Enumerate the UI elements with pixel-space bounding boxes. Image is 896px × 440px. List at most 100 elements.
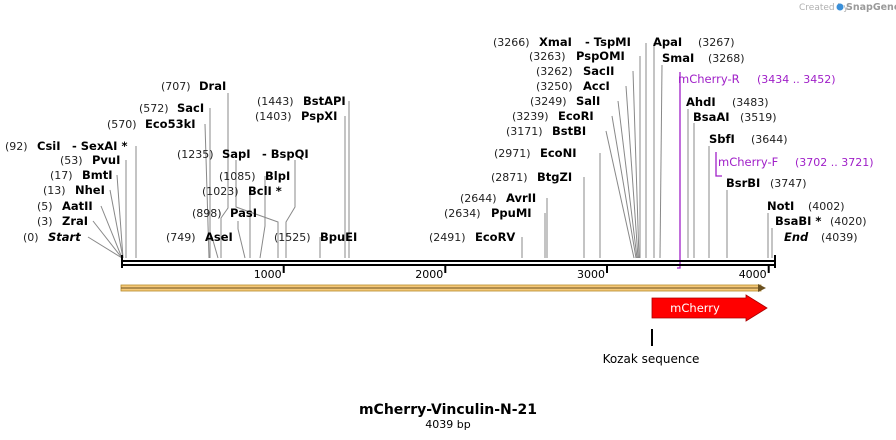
site-pos: (3249)	[530, 95, 567, 108]
site-pos: (2634)	[444, 207, 481, 220]
site-pos: (4020)	[830, 215, 867, 228]
site-ahdi[interactable]: AhdI	[686, 95, 716, 109]
primer-mcherry-r[interactable]: mCherry-R (3434 .. 3452)	[677, 72, 836, 269]
site-pos: (3483)	[732, 96, 769, 109]
axis-tick-mark	[606, 266, 608, 273]
site-pos: (3267)	[698, 36, 735, 49]
site-end[interactable]: End	[784, 230, 809, 244]
snapgene-logo-icon	[836, 3, 844, 11]
site-acci[interactable]: AccI	[583, 79, 610, 93]
site-sbfi[interactable]: SbfI	[709, 132, 735, 146]
site-pos: (3171)	[506, 125, 543, 138]
site-pos: (570)	[107, 118, 137, 131]
backbone-arrow-icon	[758, 284, 766, 292]
axis-tick-mark	[444, 266, 447, 273]
site-sacii[interactable]: SacII	[583, 64, 614, 78]
site-asei[interactable]: AseI	[205, 230, 233, 244]
mcherry-label: mCherry	[670, 301, 720, 315]
site-eco53ki[interactable]: Eco53kI	[145, 117, 196, 131]
site-btgzi[interactable]: BtgZI	[537, 170, 572, 184]
site-tspmi[interactable]: - TspMI	[585, 35, 631, 49]
axis-tick-label: 3000	[577, 268, 605, 281]
site-ecorv[interactable]: EcoRV	[475, 230, 515, 244]
credit-prefix: Created by	[799, 3, 849, 13]
axis-tick-mark	[282, 266, 285, 273]
site-bpuei[interactable]: BpuEI	[320, 230, 357, 244]
site-pasi[interactable]: PasI	[230, 206, 257, 220]
site-pos: (4039)	[821, 231, 858, 244]
site-pos: (3263)	[529, 50, 566, 63]
kozak-label: Kozak sequence	[603, 352, 700, 366]
site-ecori[interactable]: EcoRI	[558, 109, 594, 123]
site-pos: (3266)	[493, 36, 530, 49]
kozak-marker	[651, 329, 653, 346]
site-pos: (92)	[5, 140, 28, 153]
site-labels-mid-left: (570) Eco53kI (572) SacI (707) DraI (749…	[107, 79, 357, 244]
site-pos: (1443)	[257, 95, 294, 108]
site-ppumi[interactable]: PpuMI	[491, 206, 532, 220]
site-pos: (707)	[161, 80, 191, 93]
site-pspomi[interactable]: PspOMI	[576, 49, 625, 63]
site-pspxi[interactable]: PspXI	[301, 109, 337, 123]
primer-r-name: mCherry-R	[678, 72, 740, 86]
site-sapi[interactable]: SapI	[222, 147, 251, 161]
feature-mcherry[interactable]: mCherry	[651, 294, 768, 322]
site-pos: (0)	[23, 231, 39, 244]
site-saci[interactable]: SacI	[177, 101, 204, 115]
site-bsaai[interactable]: BsaAI	[693, 110, 730, 124]
primer-r-bracket	[677, 72, 681, 269]
site-pos: (3)	[37, 215, 53, 228]
axis-end-cap	[774, 255, 776, 268]
site-blpi[interactable]: BlpI	[265, 169, 290, 183]
site-leaders	[87, 43, 773, 259]
site-pos: (898)	[192, 207, 222, 220]
site-bmti[interactable]: BmtI	[82, 168, 113, 182]
site-pos: (3262)	[536, 65, 573, 78]
site-noti[interactable]: NotI	[767, 199, 794, 213]
site-econi[interactable]: EcoNI	[540, 146, 576, 160]
site-pos: (53)	[60, 154, 83, 167]
site-pos: (3519)	[740, 111, 777, 124]
site-aatii[interactable]: AatII	[62, 199, 93, 213]
site-drai[interactable]: DraI	[199, 79, 226, 93]
site-sali[interactable]: SalI	[576, 94, 600, 108]
site-pos: (3239)	[512, 110, 549, 123]
site-csii[interactable]: CsiI	[37, 139, 61, 153]
site-labels-left: (0) Start (3) ZraI (5) AatII (13) NheI (…	[5, 139, 127, 244]
site-start[interactable]: Start	[48, 230, 81, 244]
site-bcli[interactable]: BclI *	[248, 184, 282, 198]
dna-strand-top	[121, 260, 776, 262]
sequence-axis: 1000 2000 3000 4000	[121, 255, 776, 281]
site-pvui[interactable]: PvuI	[92, 153, 120, 167]
site-smai[interactable]: SmaI	[662, 51, 694, 65]
primer-mcherry-f[interactable]: mCherry-F (3702 .. 3721)	[715, 152, 874, 177]
mcherry-arrow	[651, 294, 768, 322]
site-bspqi[interactable]: - BspQI	[262, 147, 309, 161]
axis-ticks: 1000 2000 3000 4000	[254, 266, 770, 281]
site-bsrbi[interactable]: BsrBI	[726, 176, 760, 190]
site-avrii[interactable]: AvrII	[506, 191, 536, 205]
dna-strand-bottom	[121, 264, 776, 266]
site-xmai[interactable]: XmaI	[539, 35, 572, 49]
site-nhei[interactable]: NheI	[75, 183, 105, 197]
site-apai[interactable]: ApaI	[653, 35, 682, 49]
feature-kozak[interactable]: Kozak sequence	[603, 329, 700, 366]
site-bstbi[interactable]: BstBI	[552, 124, 586, 138]
axis-tick-mark	[767, 266, 770, 273]
site-zrai[interactable]: ZraI	[62, 214, 88, 228]
site-pos: (1525)	[274, 231, 311, 244]
site-pos: (2971)	[494, 147, 531, 160]
site-pos: (4002)	[808, 200, 845, 213]
site-bsabi[interactable]: BsaBI *	[775, 214, 821, 228]
site-labels-middle: (2491) EcoRV (2634) PpuMI (2644) AvrII (…	[429, 146, 576, 244]
primer-f-name: mCherry-F	[718, 155, 778, 169]
primer-f-range: (3702 .. 3721)	[795, 156, 874, 169]
backbone-bar	[120, 284, 766, 292]
site-pos: (5)	[37, 200, 53, 213]
site-pos: (2644)	[460, 192, 497, 205]
site-pos: (2491)	[429, 231, 466, 244]
site-sexai[interactable]: - SexAI *	[72, 139, 127, 153]
site-bstapi[interactable]: BstAPI	[303, 94, 346, 108]
primer-r-range: (3434 .. 3452)	[757, 73, 836, 86]
